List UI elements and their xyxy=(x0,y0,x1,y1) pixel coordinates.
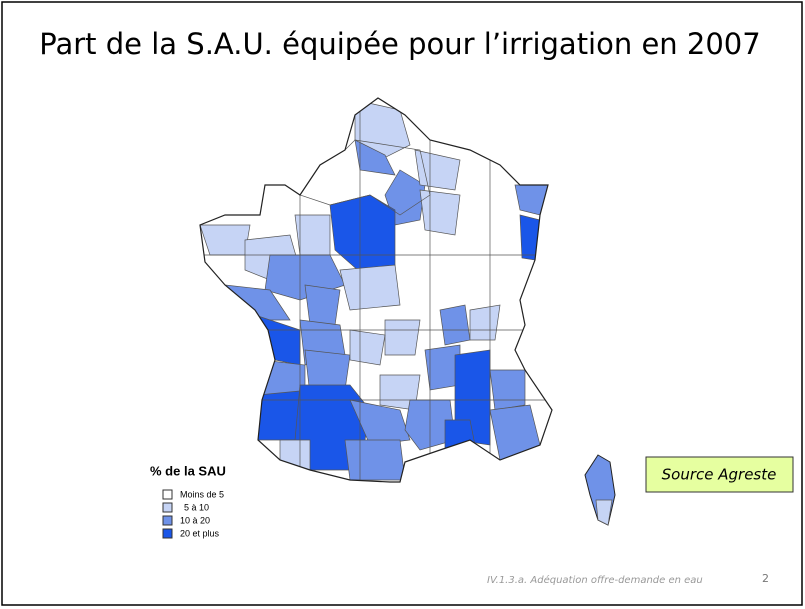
legend-item: 10 à 20 xyxy=(180,515,210,525)
legend-item: Moins de 5 xyxy=(180,489,224,499)
legend-item: 20 et plus xyxy=(180,528,220,538)
legend-title: % de la SAU xyxy=(150,463,226,478)
legend: % de la SAU Moins de 5 5 à 10 10 à 20 20… xyxy=(150,463,226,539)
footer-text: IV.1.3.a. Adéquation offre-demande en ea… xyxy=(487,574,703,586)
slide-title: Part de la S.A.U. équipée pour l’irrigat… xyxy=(39,27,760,61)
page-number: 2 xyxy=(762,572,769,585)
source-box xyxy=(645,456,794,493)
legend-item: 5 à 10 xyxy=(184,502,209,512)
source-text: Source Agreste xyxy=(662,466,777,484)
